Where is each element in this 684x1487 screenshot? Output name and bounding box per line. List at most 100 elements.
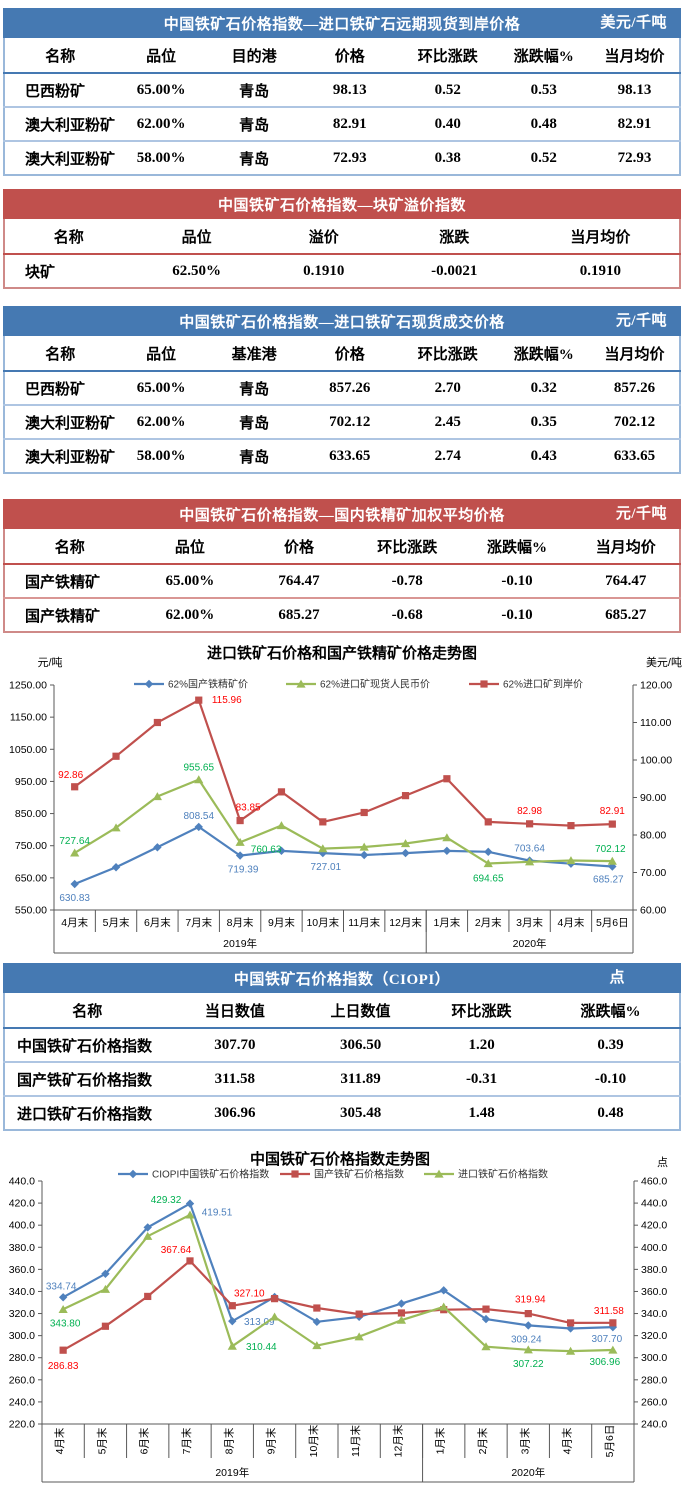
table-header-cell: 目的港 <box>206 38 302 74</box>
table-cell: 72.93 <box>590 140 680 175</box>
table-cell: 0.32 <box>530 379 557 396</box>
svg-text:360.0: 360.0 <box>9 1264 35 1276</box>
table-header-cell: 基准港 <box>206 336 302 372</box>
row-name-cell: 国产铁精矿 <box>25 574 101 591</box>
svg-text:380.0: 380.0 <box>9 1242 35 1254</box>
table-cell: 65.00% <box>136 81 186 98</box>
svg-text:6月末: 6月末 <box>138 1427 151 1454</box>
table-cell: 青岛 <box>206 140 302 175</box>
data-label: 719.39 <box>228 865 259 876</box>
data-label: 82.98 <box>517 806 542 817</box>
table-cell: 857.26 <box>613 379 656 396</box>
row-name-cell: 国产铁矿石价格指数 <box>4 1061 170 1096</box>
svg-text:3月末: 3月末 <box>516 916 543 929</box>
svg-text:360.0: 360.0 <box>641 1286 667 1298</box>
row-name-cell: 中国铁矿石价格指数 <box>17 1038 153 1055</box>
table-cell: 青岛 <box>239 381 270 398</box>
svg-text:420.0: 420.0 <box>9 1198 35 1210</box>
svg-text:400.0: 400.0 <box>641 1242 667 1254</box>
table-cell: 青岛 <box>239 83 270 100</box>
table-cell: 72.93 <box>301 140 399 175</box>
svg-text:90.00: 90.00 <box>640 792 666 804</box>
table-cell: 0.43 <box>497 438 591 473</box>
category-axis: 4月末 5月末 6月末 7月末 8月末 9月末 10月末 11月末 12月末 1月末 2月末 3月末 4… <box>53 910 634 954</box>
table2: 名称 品位 溢价 涨跌 当月均价 块矿 62.50% 0.1910 -0.0021 0.1910 <box>3 219 681 289</box>
table-row: 澳大利亚粉矿 58.00% 青岛 72.93 0.38 0.52 72.93 <box>4 140 680 175</box>
svg-text:8月末: 8月末 <box>227 916 254 929</box>
table-cell: -0.10 <box>542 1061 680 1096</box>
series-0: 334.74 419.51 313.09 309.24 307.70 <box>46 1199 623 1345</box>
table-cell: 0.40 <box>398 106 498 141</box>
table3-title: 中国铁矿石价格指数—进口铁矿石现货成交价格 <box>179 314 505 331</box>
data-label: 309.24 <box>511 1334 542 1345</box>
table-header-cell: 环比涨跌 <box>398 38 498 74</box>
svg-text:1月末: 1月末 <box>433 916 460 929</box>
svg-text:260.0: 260.0 <box>9 1374 35 1386</box>
table-header-cell: 涨跌幅% <box>497 38 591 74</box>
table-cell: 65.00% <box>136 379 186 396</box>
table-cell: 0.53 <box>530 81 557 98</box>
left-axis-unit: 元/吨 <box>37 656 62 669</box>
table-cell: 0.52 <box>497 140 591 175</box>
svg-text:400.0: 400.0 <box>9 1220 35 1232</box>
data-label: 307.70 <box>592 1334 623 1345</box>
svg-text:2020年: 2020年 <box>513 937 547 950</box>
svg-text:110.00: 110.00 <box>640 717 671 729</box>
table-row: 巴西粉矿 65.00% 青岛 857.26 2.70 0.32 857.26 <box>4 371 680 405</box>
svg-text:3月末: 3月末 <box>518 1427 531 1454</box>
table-header-cell: 名称 <box>4 336 116 372</box>
table-header-cell: 当日数值 <box>169 993 301 1029</box>
table-cell: 青岛 <box>206 438 302 473</box>
table-cell: 307.70 <box>214 1036 256 1053</box>
data-label: 319.94 <box>515 1295 546 1306</box>
domestic-concentrate-price-table-section: 中国铁矿石价格指数—国内铁精矿加权平均价格 元/千吨 名称 品位 价格 环比涨跌 涨跌幅… <box>3 499 681 633</box>
table-row: 澳大利亚粉矿 62.00% 青岛 82.91 0.40 0.48 82.91 <box>4 106 680 141</box>
table-header-cell: 溢价 <box>260 219 387 255</box>
svg-text:7月末: 7月末 <box>185 916 212 929</box>
row-name-cell: 澳大利亚粉矿 <box>4 404 116 439</box>
table-header-cell: 名称 <box>4 529 135 565</box>
table5: 名称 当日数值 上日数值 环比涨跌 涨跌幅% 中国铁矿石价格指数 307.70 306.50 1… <box>3 993 681 1131</box>
table-cell: 青岛 <box>206 404 302 439</box>
table-row: 中国铁矿石价格指数 307.70 306.50 1.20 0.39 <box>4 1028 680 1062</box>
data-label: 727.01 <box>311 862 342 873</box>
data-label: 727.64 <box>59 836 90 847</box>
table-row: 澳大利亚粉矿 58.00% 青岛 633.65 2.74 0.43 633.65 <box>4 438 680 473</box>
svg-text:2月末: 2月末 <box>476 1427 489 1454</box>
table-cell: 0.39 <box>597 1036 624 1053</box>
row-name-cell: 澳大利亚粉矿 <box>4 438 116 473</box>
svg-text:62%国产铁精矿价: 62%国产铁精矿价 <box>168 678 248 691</box>
table-cell: 62.00% <box>115 106 207 141</box>
table-row: 进口铁矿石价格指数 306.96 305.48 1.48 0.48 <box>4 1095 680 1130</box>
table-cell: 98.13 <box>332 81 367 98</box>
svg-text:850.00: 850.00 <box>15 808 47 820</box>
table-header-cell: 当月均价 <box>590 336 680 372</box>
table-row: 巴西粉矿 65.00% 青岛 98.13 0.52 0.53 98.13 <box>4 73 680 107</box>
data-label: 429.32 <box>151 1195 182 1206</box>
table-cell: 1.48 <box>421 1095 543 1130</box>
svg-text:300.0: 300.0 <box>641 1352 667 1364</box>
svg-text:9月末: 9月末 <box>268 916 295 929</box>
table-cell: -0.10 <box>461 597 573 632</box>
table-header-cell: 当月均价 <box>572 529 680 565</box>
table-header-cell: 涨跌幅% <box>461 529 573 565</box>
svg-text:260.0: 260.0 <box>641 1396 667 1408</box>
svg-text:80.00: 80.00 <box>640 830 666 842</box>
table-cell: 0.52 <box>434 81 461 98</box>
table-cell: 702.12 <box>301 404 399 439</box>
table-cell: -0.31 <box>421 1061 543 1096</box>
data-label: 82.91 <box>600 806 625 817</box>
table2-title: 中国铁矿石价格指数—块矿溢价指数 <box>217 197 466 214</box>
svg-text:120.00: 120.00 <box>640 680 672 692</box>
svg-text:2019年: 2019年 <box>223 937 257 950</box>
axes: 550.00 650.00 750.00 850.00 950.00 1050.00 115… <box>9 680 672 917</box>
chart-title: 进口铁矿石价格和国产铁精矿价格走势图 <box>207 644 477 662</box>
table-cell: -0.68 <box>352 597 462 632</box>
table-row: 国产铁矿石价格指数 311.58 311.89 -0.31 -0.10 <box>4 1061 680 1096</box>
series-1: 727.64 955.65 760.63 694.65 702.12 <box>59 763 626 885</box>
svg-text:12月末: 12月末 <box>391 1424 404 1457</box>
imported-ore-forward-price-table-section: 中国铁矿石价格指数—进口铁矿石远期现货到岸价格 美元/千吨 名称 品位 目的港 价格环… <box>3 8 681 176</box>
svg-text:4月末: 4月末 <box>561 1427 574 1454</box>
svg-text:340.0: 340.0 <box>641 1308 667 1320</box>
table-cell: -0.10 <box>501 572 533 589</box>
